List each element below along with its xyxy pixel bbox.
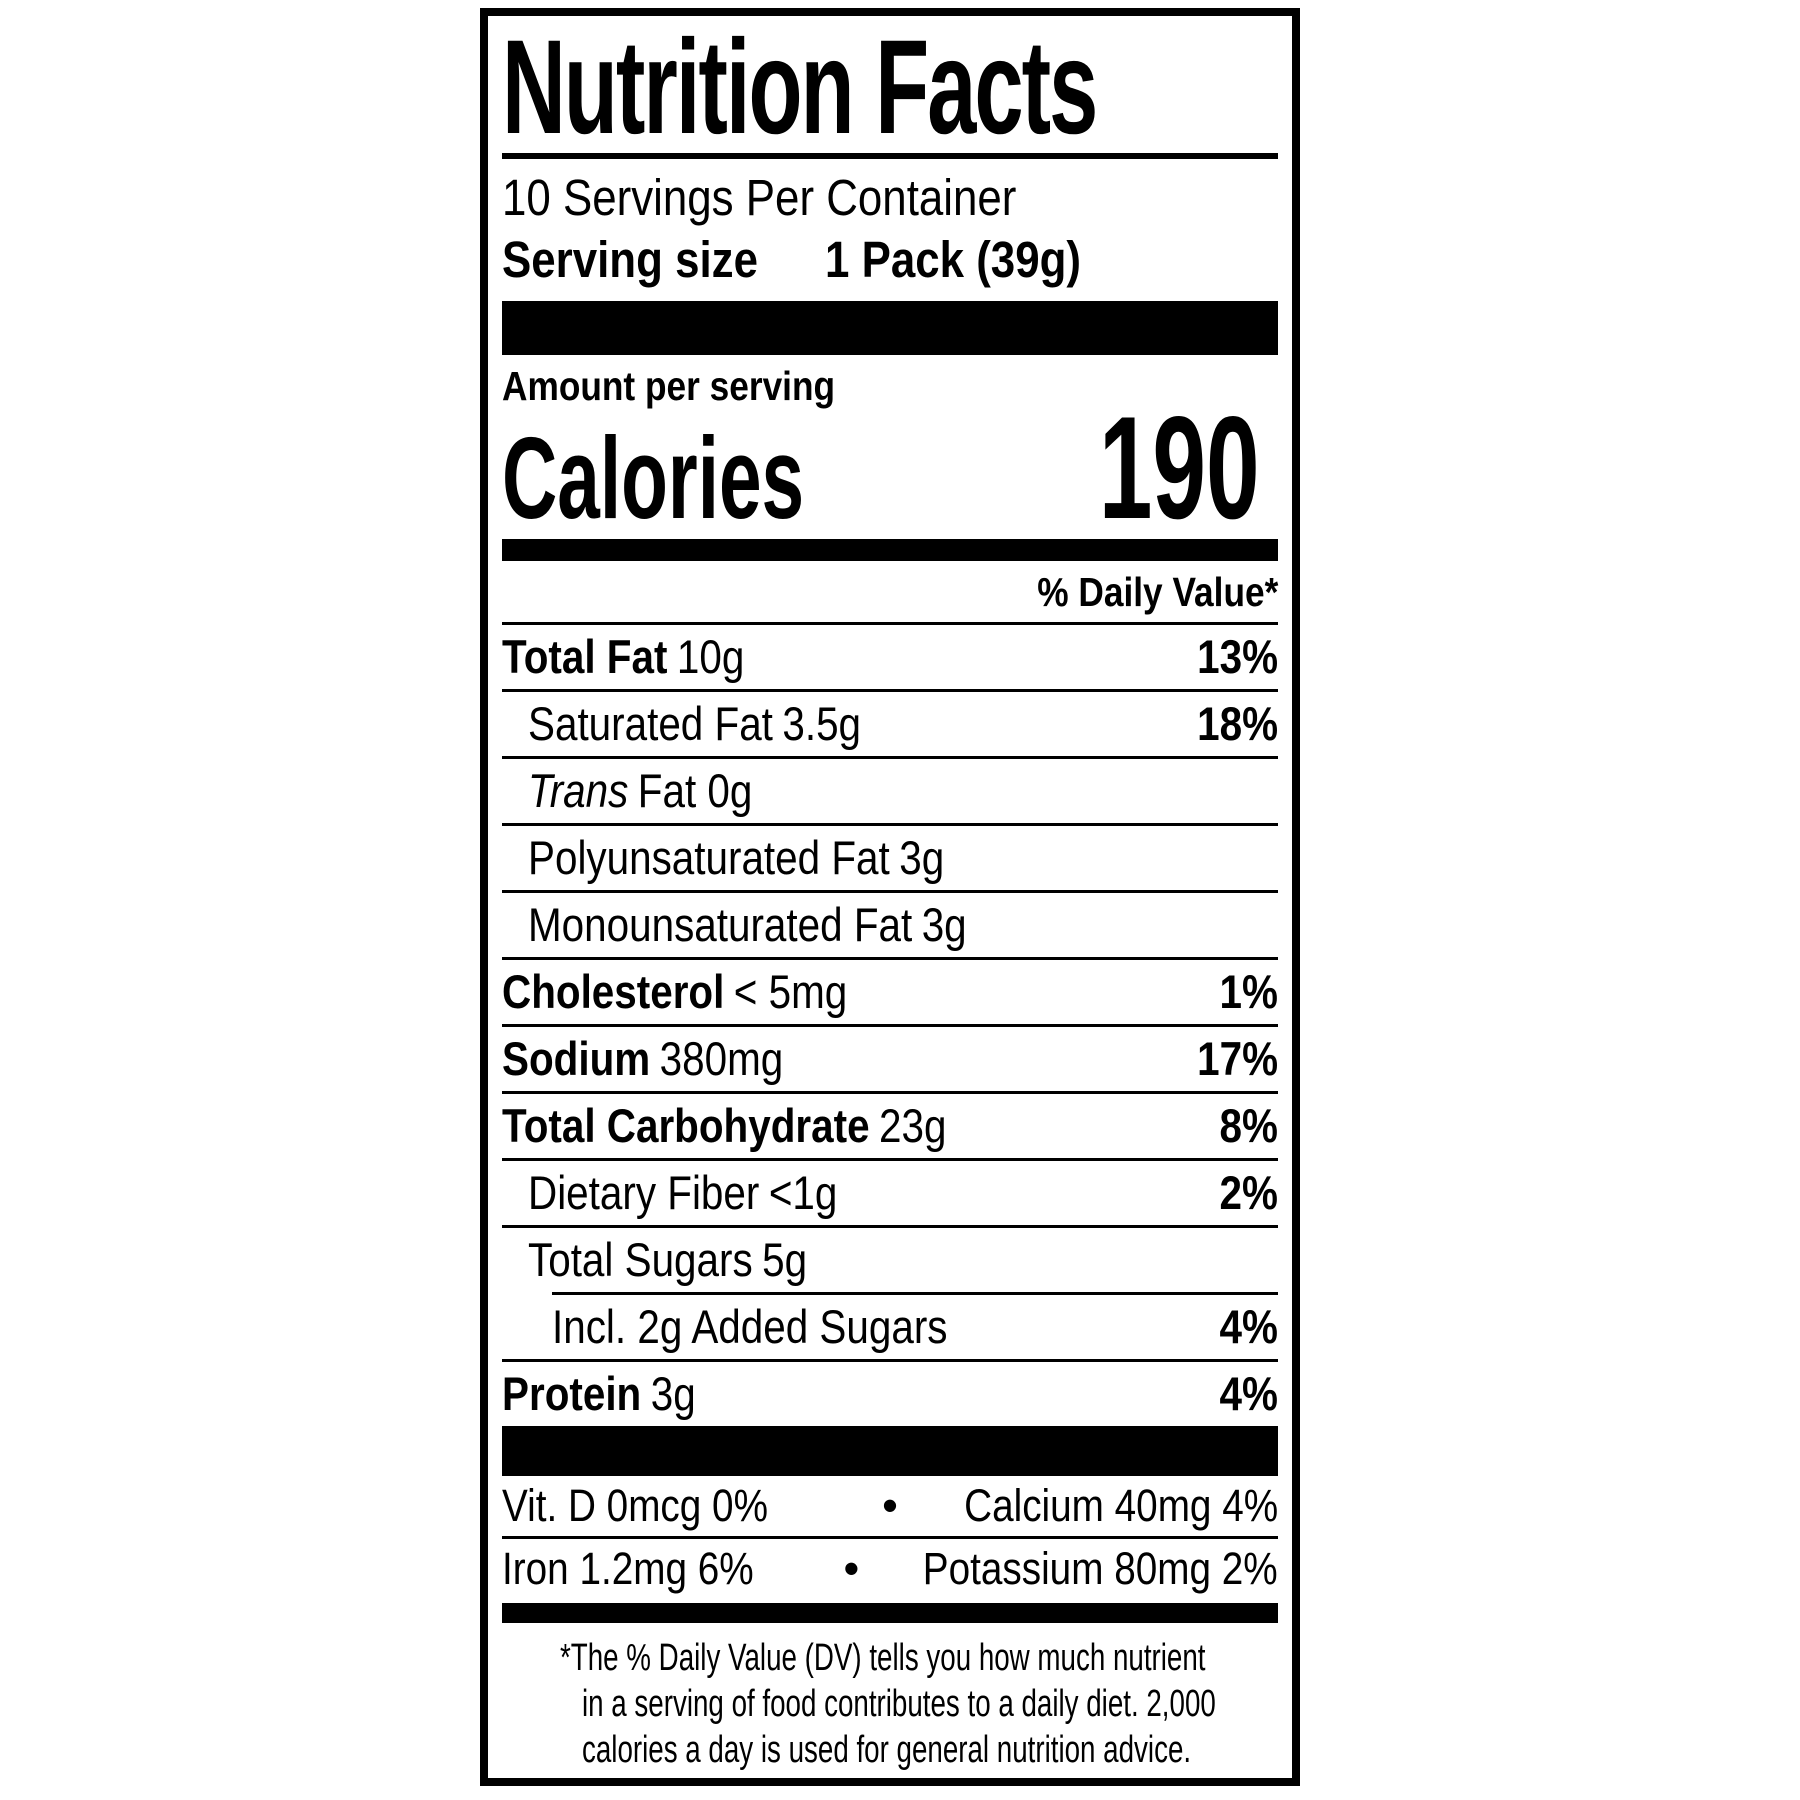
servings-per-container: 10 Servings Per Container xyxy=(502,169,1017,227)
title-divider xyxy=(502,153,1278,160)
nutrient-name: Monounsaturated Fat xyxy=(528,898,913,952)
divider-bar-under-calories xyxy=(502,538,1278,561)
nutrient-dv: 13% xyxy=(1197,630,1278,684)
micronutrient-row-iron-potassium: Iron 1.2mg 6% • Potassium 80mg 2% xyxy=(502,1535,1278,1599)
nutrient-dv: 4% xyxy=(1219,1300,1278,1354)
nutrient-dv: 17% xyxy=(1197,1032,1278,1086)
label-title: Nutrition Facts xyxy=(502,13,1278,162)
footnote-line: *The % Daily Value (DV) tells you how mu… xyxy=(560,1636,1206,1679)
nutrient-dv: 4% xyxy=(1219,1367,1278,1421)
nutrient-row-polyunsaturated-fat: Polyunsaturated Fat 3g xyxy=(502,822,1278,890)
footnote-line: calories a day is used for general nutri… xyxy=(582,1728,1192,1771)
footnote: *The % Daily Value (DV) tells you how mu… xyxy=(502,1623,1278,1773)
nutrient-name: Trans xyxy=(528,764,629,818)
divider-bar-thick-top xyxy=(502,301,1278,356)
nutrient-row-protein: Protein 3g 4% xyxy=(502,1358,1278,1426)
nutrient-row-saturated-fat: Saturated Fat 3.5g 18% xyxy=(502,688,1278,756)
divider-bar-above-footnote xyxy=(502,1602,1278,1623)
nutrient-amount: 3g xyxy=(650,1367,696,1421)
micronutrient-row-vitd-calcium: Vit. D 0mcg 0% • Calcium 40mg 4% xyxy=(502,1476,1278,1536)
nutrient-row-dietary-fiber: Dietary Fiber <1g 2% xyxy=(502,1157,1278,1225)
nutrient-amount: 5g xyxy=(762,1233,808,1287)
nutrient-amount: 3g xyxy=(921,898,967,952)
daily-value-header: % Daily Value* xyxy=(1036,568,1278,615)
nutrient-row-trans-fat: Trans Fat 0g xyxy=(502,755,1278,823)
serving-size-label: Serving size xyxy=(502,231,758,289)
nutrient-name: Dietary Fiber xyxy=(528,1166,760,1220)
serving-size-value: 1 Pack (39g) xyxy=(825,231,1082,289)
nutrient-amount: 380mg xyxy=(659,1032,784,1086)
nutrient-row-added-sugars: Incl. 2g Added Sugars 4% xyxy=(552,1291,1278,1359)
micronutrient-left: Vit. D 0mcg 0% xyxy=(502,1479,768,1531)
nutrient-row-total-fat: Total Fat 10g 13% xyxy=(502,621,1278,689)
nutrient-amount: 3.5g xyxy=(782,697,862,751)
nutrient-dv: 1% xyxy=(1219,965,1278,1019)
nutrient-amount: 3g xyxy=(899,831,945,885)
calories-label: Calories xyxy=(502,412,805,543)
divider-bar-above-micronutrients xyxy=(502,1425,1278,1476)
nutrient-dv: 8% xyxy=(1219,1099,1278,1153)
nutrient-dv: 18% xyxy=(1197,697,1278,751)
micronutrient-left: Iron 1.2mg 6% xyxy=(502,1542,754,1594)
serving-size-row: Serving size 1 Pack (39g) xyxy=(502,226,1278,297)
nutrient-row-cholesterol: Cholesterol < 5mg 1% xyxy=(502,956,1278,1024)
nutrient-name: Cholesterol xyxy=(502,965,725,1019)
nutrient-name: Sodium xyxy=(502,1032,651,1086)
nutrient-amount: 10g xyxy=(676,630,745,684)
calories-value: 190 xyxy=(1099,386,1260,550)
bullet-separator: • xyxy=(882,1479,898,1531)
amount-per-serving: Amount per serving xyxy=(502,363,836,410)
nutrient-name: Total Carbohydrate xyxy=(502,1099,870,1153)
nutrient-row-monounsaturated-fat: Monounsaturated Fat 3g xyxy=(502,889,1278,957)
nutrient-amount: Fat 0g xyxy=(637,764,753,818)
nutrient-name: Incl. 2g Added Sugars xyxy=(552,1300,948,1354)
nutrient-amount: < 5mg xyxy=(733,965,848,1019)
nutrient-amount: 23g xyxy=(879,1099,947,1153)
bullet-separator: • xyxy=(843,1542,860,1594)
nutrient-amount: <1g xyxy=(768,1166,838,1220)
nutrient-name: Protein xyxy=(502,1367,642,1421)
nutrient-name: Polyunsaturated Fat xyxy=(528,831,890,885)
micronutrient-right: Calcium 40mg 4% xyxy=(963,1479,1279,1531)
nutrient-dv: 2% xyxy=(1219,1166,1278,1220)
nutrient-row-total-sugars: Total Sugars 5g xyxy=(502,1224,1278,1292)
calories-row: Calories 190 xyxy=(502,386,1278,550)
nutrient-row-sodium: Sodium 380mg 17% xyxy=(502,1023,1278,1091)
nutrient-name: Total Fat xyxy=(502,630,668,684)
label-title-text: Nutrition Facts xyxy=(502,13,1098,162)
nutrient-name: Saturated Fat xyxy=(528,697,773,751)
nutrient-row-total-carbohydrate: Total Carbohydrate 23g 8% xyxy=(502,1090,1278,1158)
micronutrient-right: Potassium 80mg 2% xyxy=(923,1542,1278,1594)
nutrient-name: Total Sugars xyxy=(528,1233,753,1287)
footnote-line: in a serving of food contributes to a da… xyxy=(582,1682,1216,1725)
nutrition-facts-label: Nutrition Facts 10 Servings Per Containe… xyxy=(480,8,1300,1786)
